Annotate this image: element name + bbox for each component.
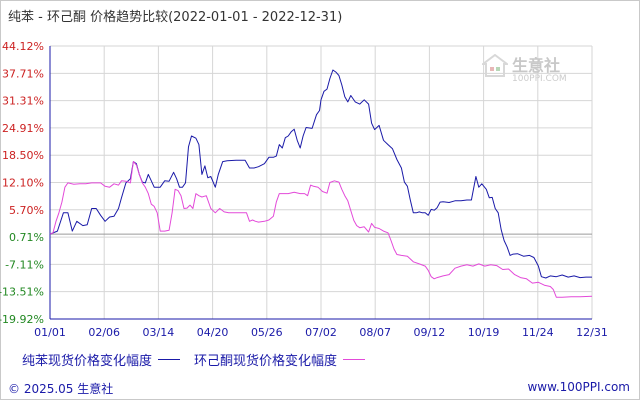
x-tick-label: 01/01 bbox=[34, 326, 66, 339]
y-tick-label: 18.50% bbox=[2, 149, 44, 162]
x-tick-label: 08/07 bbox=[359, 326, 391, 339]
y-tick-label: 37.71% bbox=[2, 67, 44, 80]
y-tick-label: -13.51% bbox=[0, 286, 44, 299]
y-tick-label: 44.12% bbox=[2, 40, 44, 53]
x-tick-label: 04/20 bbox=[197, 326, 229, 339]
legend-label-cyclohexanone: 环己酮现货价格变化幅度 bbox=[194, 354, 338, 369]
watermark-logo: 生意社 100PPI.COM bbox=[482, 52, 582, 92]
legend-swatch-benzene bbox=[158, 359, 181, 360]
x-tick-label: 03/14 bbox=[143, 326, 175, 339]
chart-title: 纯苯 - 环己酮 价格趋势比较(2022-01-01 - 2022-12-31) bbox=[8, 10, 343, 25]
y-tick-label: 24.91% bbox=[2, 122, 44, 135]
legend: 纯苯现货价格变化幅度 环己酮现货价格变化幅度 bbox=[22, 350, 379, 369]
y-tick-label: 5.70% bbox=[9, 204, 44, 217]
y-tick-label: 0.71% bbox=[9, 231, 44, 244]
house-logo-icon bbox=[482, 54, 508, 77]
x-tick-label: 09/12 bbox=[414, 326, 446, 339]
footer-url[interactable]: www.100PPI.com bbox=[527, 380, 630, 394]
watermark-site: 100PPI.COM bbox=[512, 74, 567, 84]
series-line-benzene bbox=[49, 69, 592, 279]
y-tick-label: -19.92% bbox=[0, 313, 44, 326]
y-tick-label: -7.11% bbox=[5, 258, 44, 271]
x-tick-label: 05/26 bbox=[251, 326, 283, 339]
legend-label-benzene: 纯苯现货价格变化幅度 bbox=[22, 354, 153, 369]
x-tick-label: 02/06 bbox=[88, 326, 120, 339]
x-tick-label: 11/24 bbox=[522, 326, 554, 339]
series-line-cyclohexanone bbox=[49, 161, 593, 298]
y-tick-label: 12.10% bbox=[2, 177, 44, 190]
x-tick-label: 12/31 bbox=[576, 326, 608, 339]
y-tick-label: 31.31% bbox=[2, 95, 44, 108]
footer-copyright: © 2025.05 生意社 bbox=[8, 382, 114, 396]
x-tick-label: 07/02 bbox=[305, 326, 337, 339]
legend-swatch-cyclohexanone bbox=[343, 359, 366, 360]
x-tick-label: 10/19 bbox=[468, 326, 500, 339]
watermark-brand: 生意社 bbox=[512, 56, 561, 75]
